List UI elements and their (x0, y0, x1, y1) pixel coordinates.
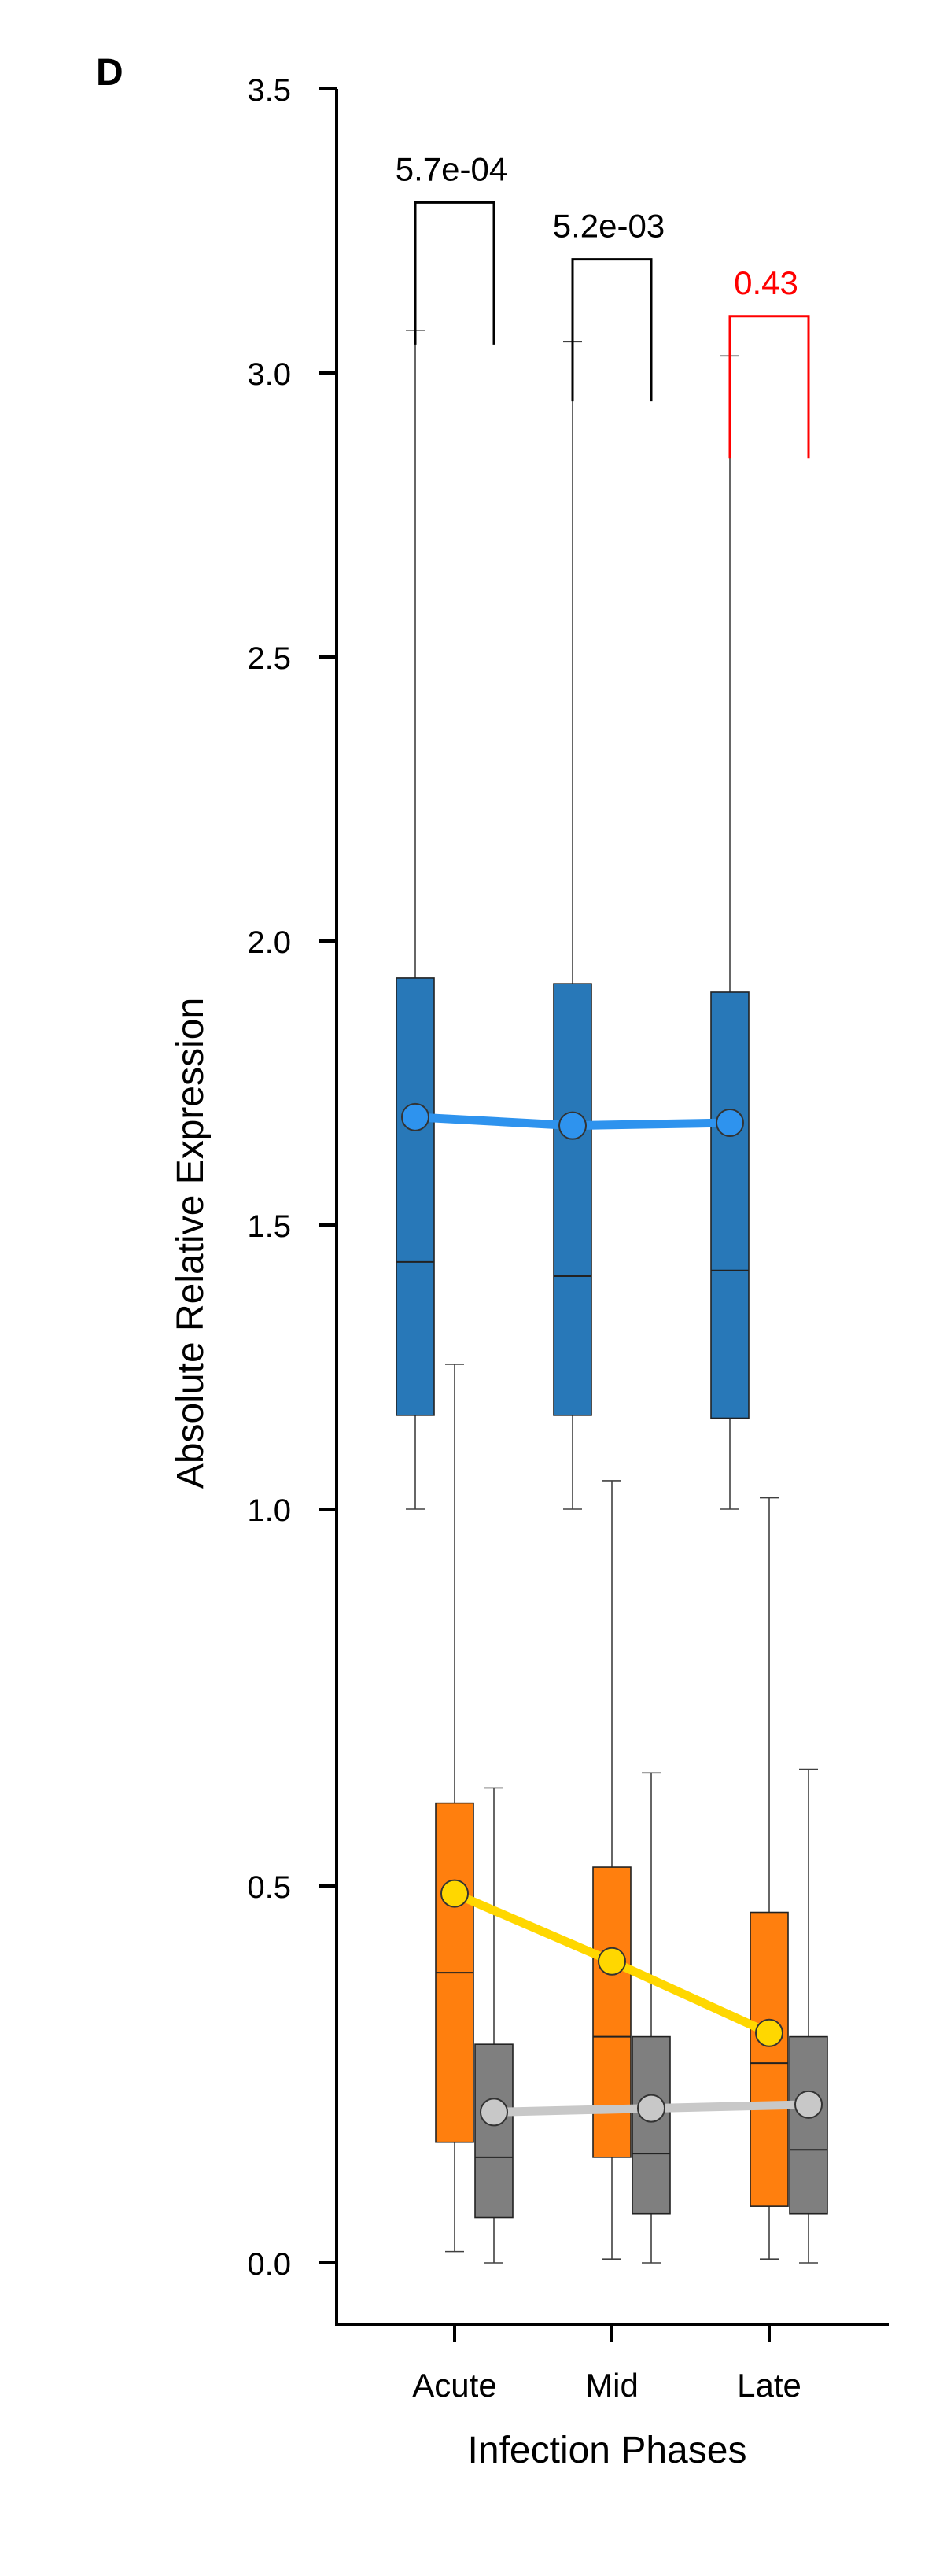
blue-box (396, 977, 435, 1416)
gray-box (474, 2043, 514, 2219)
x-tick-label: Acute (412, 2367, 496, 2404)
x-axis-label: Infection Phases (468, 2430, 747, 2471)
orange-mean-point (755, 2018, 783, 2047)
p-value-label: 5.2e-03 (553, 208, 665, 245)
orange-mean-point (598, 1947, 626, 1976)
gray-box (632, 2035, 671, 2215)
orange-mean-point (440, 1879, 469, 1908)
y-tick-label: 0.5 (247, 1870, 291, 1905)
blue-box (553, 983, 592, 1416)
y-tick-label: 3.5 (247, 73, 291, 108)
orange-box (750, 1911, 789, 2207)
p-value-label: 0.43 (734, 264, 798, 301)
y-tick-label: 2.0 (247, 925, 291, 960)
x-tick-label: Mid (585, 2367, 639, 2404)
blue-mean-point (716, 1109, 744, 1138)
y-axis-label: Absolute Relative Expression (170, 998, 212, 1489)
plot-area: 0.0 0.5 1.0 1.5 2.0 2.5 3.0 3.5 Acute Mid Late 5.7e… (247, 73, 889, 2404)
y-tick-label: 3.0 (247, 357, 291, 392)
gray-mean-point (637, 2094, 665, 2123)
gray-mean-point (480, 2098, 508, 2127)
significance-bracket (728, 315, 810, 459)
y-tick-label: 2.5 (247, 641, 291, 676)
significance-bracket (571, 258, 653, 402)
x-tick-label: Late (737, 2367, 801, 2404)
p-value-label: 5.7e-04 (396, 150, 507, 187)
y-tick-label: 1.0 (247, 1493, 291, 1528)
y-tick-label: 0.0 (247, 2247, 291, 2282)
gray-mean-point (794, 2090, 823, 2119)
significance-bracket (414, 201, 495, 345)
gray-box (789, 2035, 828, 2215)
blue-box (710, 991, 750, 1419)
panel-label: D (96, 52, 123, 94)
blue-mean-point (558, 1111, 587, 1140)
blue-mean-point (401, 1102, 429, 1131)
y-tick-label: 1.5 (247, 1209, 291, 1244)
